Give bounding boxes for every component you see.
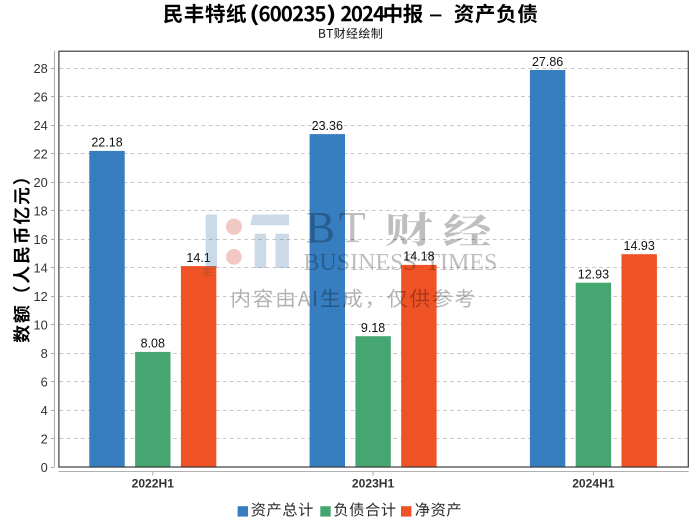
svg-text:BT: BT [306, 203, 366, 252]
svg-text:14: 14 [33, 261, 47, 276]
svg-text:28: 28 [33, 61, 47, 76]
svg-text:18: 18 [33, 204, 47, 219]
svg-text:12.93: 12.93 [578, 268, 609, 282]
svg-text:9.18: 9.18 [361, 321, 385, 335]
svg-text:23.36: 23.36 [312, 119, 343, 133]
svg-text:2022H1: 2022H1 [132, 477, 175, 491]
svg-text:14.93: 14.93 [624, 239, 655, 253]
svg-text:6: 6 [41, 375, 48, 390]
svg-text:2023H1: 2023H1 [352, 477, 395, 491]
svg-text:8.08: 8.08 [141, 337, 165, 351]
svg-text:0: 0 [41, 460, 48, 475]
svg-text:10: 10 [33, 318, 47, 333]
svg-text:2: 2 [41, 432, 48, 447]
svg-text:14.1: 14.1 [186, 251, 210, 265]
svg-text:2024H1: 2024H1 [572, 477, 615, 491]
svg-text:4: 4 [41, 403, 48, 418]
svg-text:24: 24 [33, 118, 47, 133]
svg-text:22.18: 22.18 [91, 136, 122, 150]
svg-text:14.18: 14.18 [403, 250, 434, 264]
svg-text:22: 22 [33, 147, 47, 162]
svg-text:27.86: 27.86 [532, 55, 563, 69]
svg-text:BUSINESS TIMES: BUSINESS TIMES [303, 250, 497, 276]
svg-text:8: 8 [41, 346, 48, 361]
svg-text:26: 26 [33, 90, 47, 105]
svg-text:20: 20 [33, 175, 47, 190]
svg-text:16: 16 [33, 232, 47, 247]
svg-text:12: 12 [33, 289, 47, 304]
